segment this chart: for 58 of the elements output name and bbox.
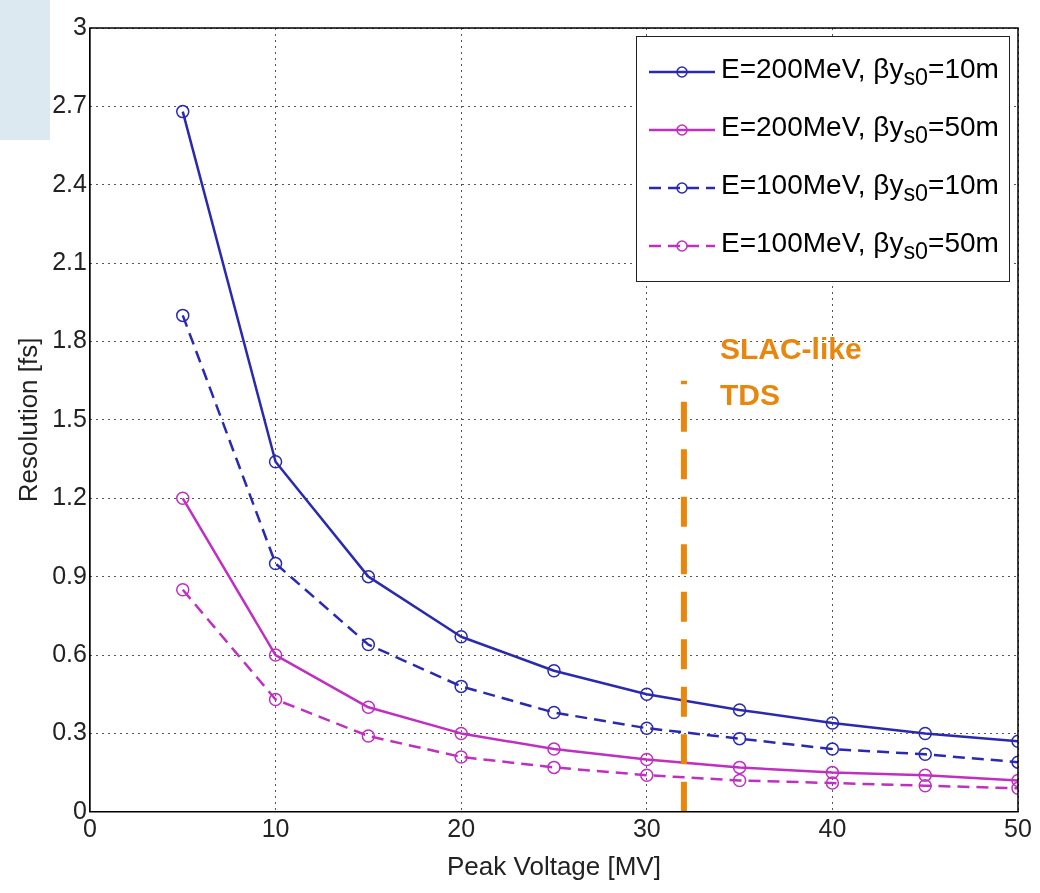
y-tick-label: 0.3 — [52, 717, 87, 746]
point — [454, 726, 468, 741]
point — [640, 687, 654, 701]
y-tick-label: 2.1 — [52, 247, 87, 276]
y-tick-label: 1.8 — [52, 325, 87, 354]
point — [918, 768, 932, 782]
y-axis-title: Resolution [fs] — [12, 337, 43, 503]
point — [825, 716, 840, 730]
x-axis-title: Peak Voltage [MV] — [447, 850, 661, 881]
y-tick-label: 0.9 — [52, 560, 87, 589]
point — [454, 630, 468, 644]
x-tick-label: 50 — [1004, 813, 1032, 842]
ref-line-label: SLAC-like TDS — [719, 332, 862, 412]
point — [176, 308, 190, 323]
point — [640, 768, 654, 782]
point — [176, 491, 190, 506]
point — [640, 752, 654, 767]
point — [640, 721, 654, 735]
point — [268, 648, 283, 662]
point — [176, 104, 190, 119]
point — [732, 760, 747, 775]
point — [547, 760, 561, 775]
point — [732, 703, 747, 717]
point — [547, 742, 561, 756]
point — [454, 679, 468, 694]
point — [268, 454, 283, 469]
x-tick-label: 10 — [261, 813, 290, 842]
point — [732, 731, 747, 746]
point — [547, 663, 561, 678]
y-tick-label: 1.5 — [52, 403, 87, 432]
y-tick-label: 2.7 — [52, 90, 87, 119]
point — [918, 726, 932, 741]
x-tick-label: 30 — [632, 813, 661, 842]
point — [732, 773, 747, 788]
point — [176, 582, 190, 597]
point — [825, 776, 840, 790]
legend-label: E=200MeV, βy$_{s0}$=10m — [721, 53, 999, 91]
point — [361, 700, 376, 715]
point — [361, 637, 376, 652]
x-tick-label: 40 — [818, 813, 847, 842]
point — [547, 705, 561, 720]
point — [268, 692, 283, 707]
legend-label: E=200MeV, βy$_{s0}$=50m — [721, 111, 999, 149]
point — [918, 778, 932, 793]
legend-label: E=100MeV, βy$_{s0}$=50m — [721, 227, 999, 265]
point — [825, 765, 840, 780]
point — [268, 556, 283, 571]
point — [361, 729, 376, 743]
y-tick-label: 0.6 — [52, 638, 87, 667]
point — [825, 742, 840, 756]
point — [361, 569, 376, 584]
point — [454, 750, 468, 764]
y-tick-label: 3 — [73, 11, 87, 40]
point — [918, 747, 932, 762]
y-tick-label: 2.4 — [52, 168, 88, 197]
legend-label: E=100MeV, βy$_{s0}$=10m — [721, 169, 999, 207]
x-tick-label: 20 — [447, 813, 476, 842]
y-tick-label: 1.2 — [52, 482, 87, 511]
